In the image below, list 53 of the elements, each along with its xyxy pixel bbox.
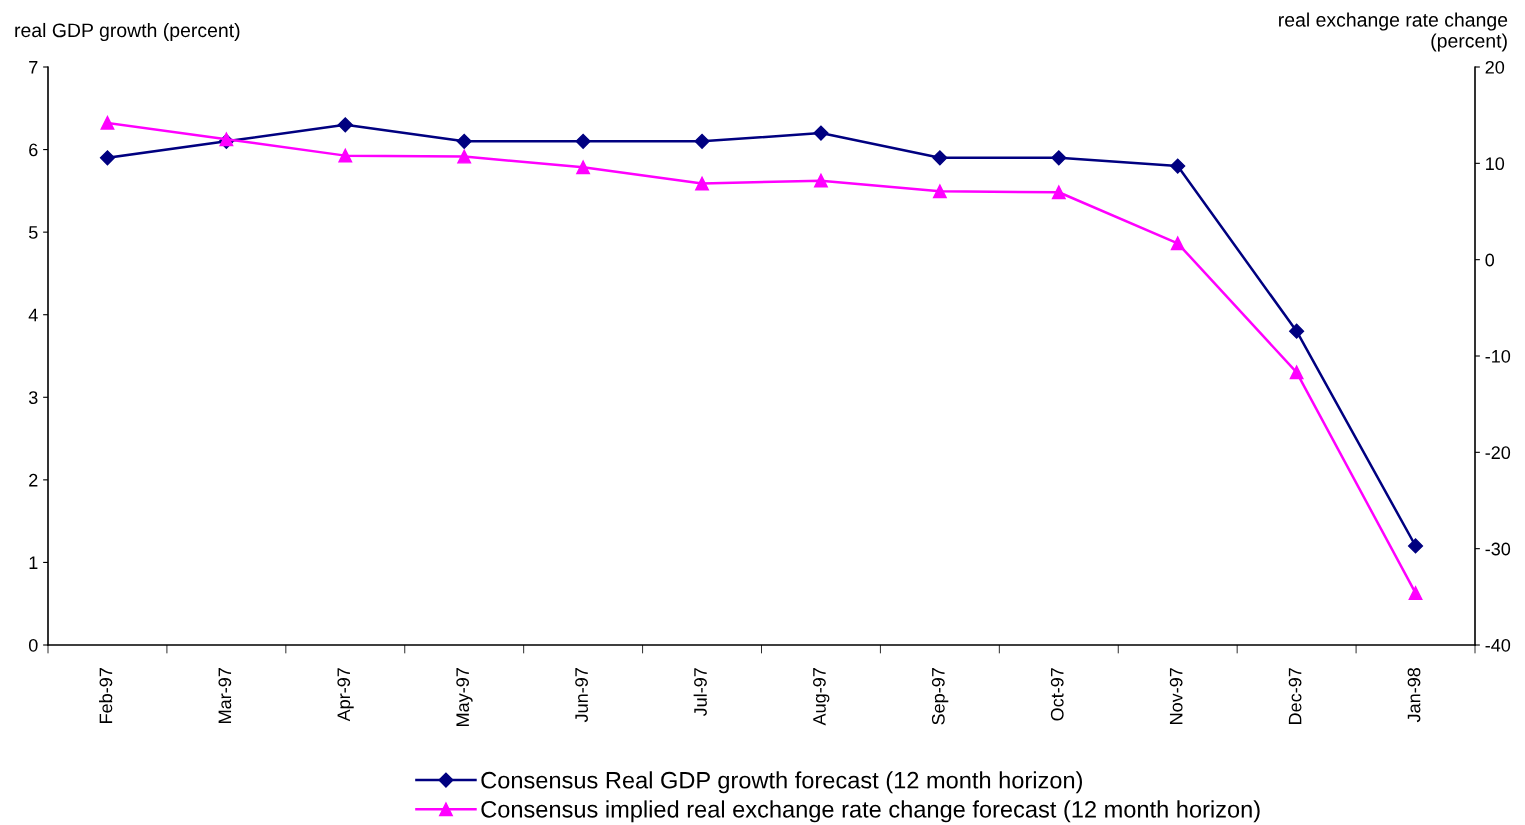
y2-tick-label: 20 (1485, 60, 1505, 74)
y2-axis-title: real exchange rate change (percent) (1279, 12, 1508, 52)
x-tick-label: Apr-97 (337, 668, 354, 722)
x-tick-label: Dec-97 (1288, 668, 1302, 724)
point (695, 176, 709, 191)
legend-label: Consensus Real GDP growth forecast (12 month horizon) (481, 771, 1082, 794)
point (932, 150, 948, 166)
y-tick-label: 1 (29, 556, 38, 569)
x-tick-label: Feb-97 (99, 668, 113, 723)
point (694, 133, 710, 149)
point (1408, 586, 1423, 600)
point (1289, 323, 1305, 339)
point (100, 115, 115, 130)
y-tick-label: 0 (28, 638, 38, 652)
point (1051, 150, 1067, 166)
y-axis-title: real GDP growth (percent) (15, 22, 240, 42)
y-tick-label: 4 (28, 308, 38, 322)
point (932, 184, 947, 199)
point (576, 160, 591, 175)
point (1289, 365, 1304, 380)
point (337, 117, 353, 133)
x-tick-label: Nov-97 (1169, 668, 1183, 724)
y-tick-label: 2 (29, 473, 38, 487)
point (457, 149, 472, 164)
point (99, 150, 116, 166)
y2-tick-label: 0 (1485, 253, 1495, 267)
point (814, 173, 828, 188)
y-tick-label: 6 (29, 143, 38, 157)
x-tick-label: Sep-97 (931, 668, 949, 725)
x-tick-label: Jul-97 (693, 668, 707, 717)
y2-tick-label: -20 (1485, 446, 1511, 460)
y-tick-label: 7 (29, 61, 38, 74)
point (1051, 185, 1066, 200)
y2-tick-label: -10 (1485, 349, 1511, 363)
y-tick-label: 5 (28, 226, 38, 239)
point (338, 148, 353, 163)
y2-tick-label: -40 (1485, 638, 1511, 652)
point (1170, 158, 1186, 174)
legend-label: Consensus implied real exchange rate change forecast (12 month horizon) (481, 800, 1260, 823)
x-tick-label: Mar-97 (218, 668, 232, 723)
point (456, 133, 472, 149)
point (575, 133, 591, 149)
x-tick-label: Jan-98 (1407, 668, 1421, 723)
x-tick-label: Oct-97 (1050, 668, 1064, 721)
x-tick-label: Aug-97 (813, 668, 830, 726)
x-tick-label: May-97 (456, 668, 473, 726)
y-tick-label: 3 (28, 391, 38, 405)
y2-tick-label: -30 (1485, 542, 1511, 556)
point (1170, 236, 1185, 251)
point (1407, 538, 1424, 554)
point (813, 125, 829, 141)
x-tick-label: Jun-97 (575, 668, 588, 723)
y2-tick-label: 10 (1486, 157, 1505, 171)
